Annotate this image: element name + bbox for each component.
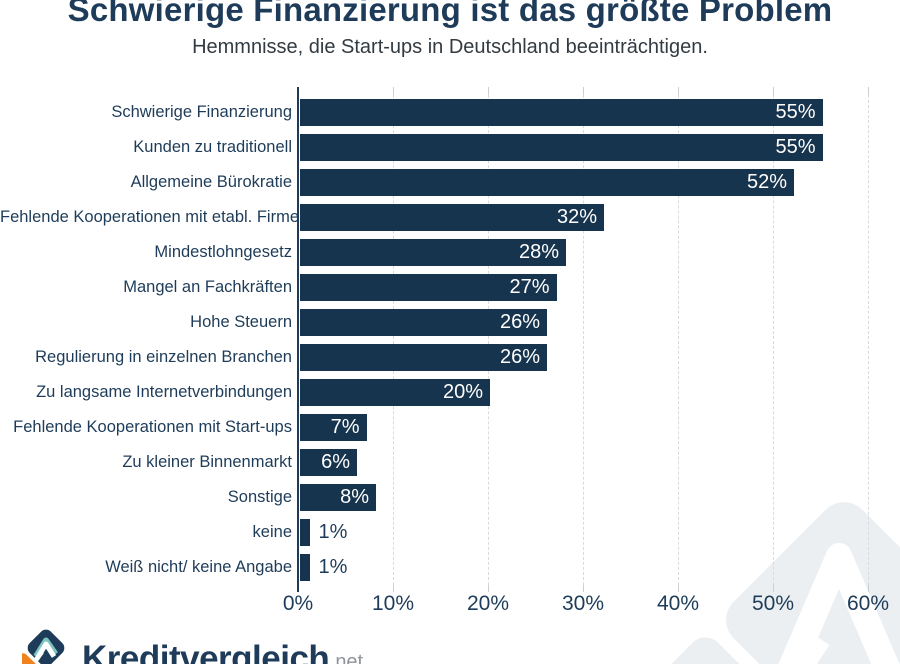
value-label: 55% [775, 101, 816, 123]
bar: 52% [300, 169, 794, 196]
logo-text: Kreditvergleich [82, 639, 330, 664]
x-axis-tick-label: 60% [846, 592, 890, 615]
tick-mark [393, 585, 394, 592]
chart-title: Schwierige Finanzierung ist das größte P… [67, 0, 833, 28]
category-label: Sonstige [227, 488, 292, 506]
tick-mark [773, 585, 774, 592]
value-label: 1% [318, 521, 348, 543]
logo-diamond-icon [22, 629, 65, 664]
category-label: Fehlende Kooperationen mit etabl. Firmen [0, 208, 309, 226]
value-label: 1% [318, 556, 348, 578]
tick-mark [678, 87, 679, 95]
value-label: 52% [746, 171, 787, 193]
bar: 55% [300, 99, 823, 126]
tick-mark [773, 87, 774, 95]
value-label: 32% [556, 206, 597, 228]
category-label: Weiß nicht/ keine Angabe [105, 558, 292, 576]
category-label: Mindestlohngesetz [154, 243, 292, 261]
value-label: 28% [518, 241, 559, 263]
tick-mark [393, 87, 394, 95]
gridline [393, 95, 394, 585]
tick-mark [868, 87, 869, 95]
value-label: 26% [499, 311, 540, 333]
tick-mark [488, 585, 489, 592]
category-label: Schwierige Finanzierung [111, 103, 292, 121]
value-label: 6% [321, 451, 350, 473]
value-label: 26% [499, 346, 540, 368]
x-axis-tick-label: 20% [466, 592, 510, 615]
bar: 32% [300, 204, 604, 231]
x-axis-tick-label: 10% [371, 592, 415, 615]
kreditvergleich-logo: Kreditvergleich net [22, 627, 363, 664]
bar: 55% [300, 134, 823, 161]
x-axis-tick-label: 50% [751, 592, 795, 615]
category-label: Mangel an Fachkräften [123, 278, 292, 296]
bar [300, 519, 310, 546]
value-label: 20% [442, 381, 483, 403]
category-label: Fehlende Kooperationen mit Start-ups [13, 418, 292, 436]
category-label: Regulierung in einzelnen Branchen [35, 348, 292, 366]
category-label: Allgemeine Bürokratie [130, 173, 292, 191]
gridline [773, 95, 774, 585]
tick-mark [678, 585, 679, 592]
value-label: 55% [775, 136, 816, 158]
tick-mark [583, 585, 584, 592]
watermark-diamond-icon [649, 502, 900, 664]
category-label: Hohe Steuern [190, 313, 292, 331]
bar: 20% [300, 379, 490, 406]
x-axis-tick-label: 40% [656, 592, 700, 615]
bar: 27% [300, 274, 557, 301]
category-label: keine [252, 523, 292, 541]
bar [300, 554, 310, 581]
x-axis-tick-label: 0% [282, 592, 314, 615]
gridline [488, 95, 489, 585]
category-label: Zu kleiner Binnenmarkt [122, 453, 292, 471]
value-label: 7% [330, 416, 360, 438]
bar: 6% [300, 449, 357, 476]
gridline [868, 95, 869, 585]
y-axis-line [297, 87, 299, 592]
value-label: 27% [509, 276, 550, 298]
tick-mark [583, 87, 584, 95]
logo-tld: net [335, 651, 364, 664]
gridline [678, 95, 679, 585]
tick-mark [868, 585, 869, 592]
bar: 28% [300, 239, 566, 266]
tick-mark [488, 87, 489, 95]
bar: 26% [300, 344, 547, 371]
chart-subtitle: Hemmnisse, die Start-ups in Deutschland … [192, 36, 708, 58]
gridline [583, 95, 584, 585]
bar: 7% [300, 414, 367, 441]
value-label: 8% [340, 486, 369, 508]
category-label: Kunden zu traditionell [133, 138, 292, 156]
bar: 8% [300, 484, 376, 511]
x-axis-tick-label: 30% [561, 592, 605, 615]
category-label: Zu langsame Internetverbindungen [36, 383, 292, 401]
bar: 26% [300, 309, 547, 336]
